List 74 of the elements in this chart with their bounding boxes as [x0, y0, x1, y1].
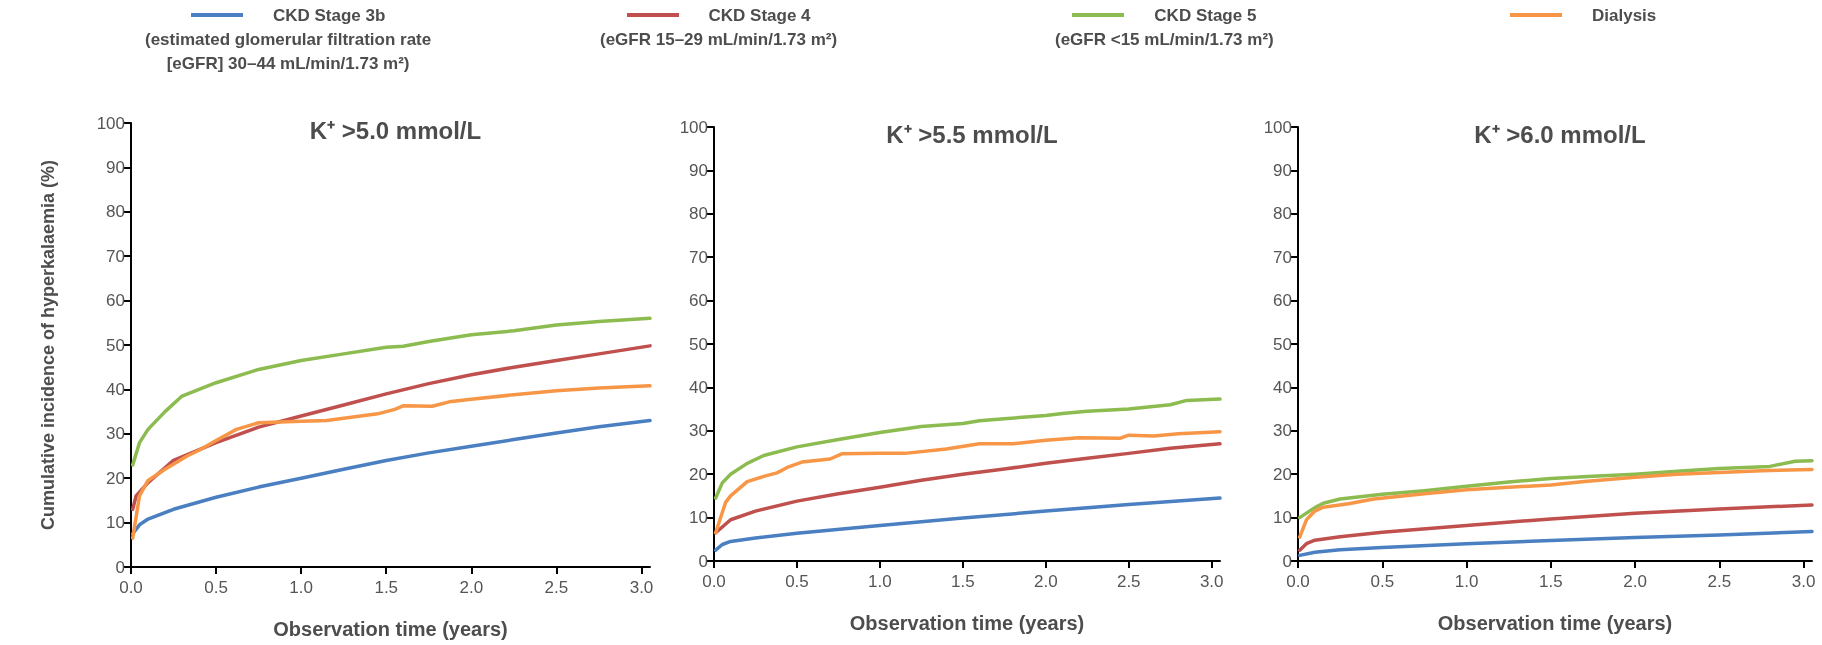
x-tick-label: 2.0 [1623, 572, 1647, 591]
y-tick-label: 10 [689, 508, 708, 528]
x-tick-label: 2.0 [459, 578, 484, 597]
x-tick-label: 2.5 [1116, 572, 1141, 591]
y-tick-label: 30 [106, 424, 125, 444]
x-tick-label: 1.5 [374, 578, 399, 597]
y-tick-label: 70 [689, 247, 708, 267]
line-series [1297, 467, 1814, 539]
x-tick-label: 3.0 [1791, 572, 1816, 591]
y-tick-label: 60 [1273, 291, 1292, 311]
y-tick-label: 10 [106, 513, 125, 533]
y-tick-label: 60 [689, 291, 708, 311]
y-tick-label: 100 [1263, 117, 1292, 137]
y-tick-label: 0 [115, 557, 125, 577]
y-tick-label: 80 [1273, 204, 1292, 224]
x-tick-label: 0.5 [1370, 572, 1395, 591]
y-tick-label: 90 [1273, 160, 1292, 180]
line-series [1297, 529, 1814, 558]
y-tick-label: 20 [106, 468, 125, 488]
y-tick-label: 0 [1282, 551, 1292, 571]
x-axis-title: Observation time (years) [273, 618, 508, 640]
line-series [713, 496, 1222, 552]
x-tick-label: 2.5 [1707, 572, 1732, 591]
x-tick-label: 1.0 [1454, 572, 1479, 591]
chart-title: K⁺ >5.5 mmol/L [886, 120, 1058, 148]
x-tick-label: 2.0 [1033, 572, 1058, 591]
x-tick-label: 0.5 [204, 578, 228, 597]
legend-label: Dialysis [1592, 5, 1657, 27]
x-tick-label: 0.5 [785, 572, 809, 591]
y-axis-title: Cumulative incidence of hyperkalaemia (%) [38, 159, 58, 531]
x-tick-label: 3.0 [1199, 572, 1224, 591]
y-tick-label: 50 [1273, 334, 1292, 354]
line-series [130, 316, 652, 467]
y-tick-label: 60 [106, 291, 125, 311]
x-tick-label: 0.0 [1286, 572, 1310, 591]
y-tick-label: 40 [1273, 377, 1292, 397]
y-tick-label: 100 [96, 113, 125, 133]
y-tick-label: 80 [689, 204, 708, 224]
x-tick-label: 1.5 [951, 572, 975, 591]
x-tick-label: 0.0 [702, 572, 726, 591]
legend-label: CKD Stage 5 (eGFR <15 mL/min/1.73 m²) [1055, 5, 1274, 51]
y-tick-label: 20 [1273, 464, 1292, 484]
y-tick-label: 70 [106, 246, 125, 266]
y-tick-label: 40 [106, 379, 125, 399]
y-tick-label: 0 [698, 551, 708, 571]
x-tick-label: 0.0 [119, 578, 143, 597]
line-series [713, 397, 1222, 500]
line-series [130, 384, 652, 540]
y-tick-label: 70 [1273, 247, 1292, 267]
y-tick-label: 50 [689, 334, 708, 354]
legend-label: CKD Stage 4 (eGFR 15–29 mL/min/1.73 m²) [600, 5, 838, 51]
x-tick-label: 2.5 [544, 578, 569, 597]
y-tick-label: 100 [679, 117, 708, 137]
y-tick-label: 30 [689, 421, 708, 441]
x-tick-label: 1.0 [868, 572, 892, 591]
x-axis-title: Observation time (years) [849, 612, 1085, 634]
line-series [1297, 459, 1814, 520]
chart-title: K⁺ >6.0 mmol/L [1474, 120, 1646, 148]
y-tick-label: 90 [689, 160, 708, 180]
y-tick-label: 50 [106, 335, 125, 355]
chart-title: K⁺ >5.0 mmol/L [309, 116, 482, 144]
y-tick-label: 10 [1273, 508, 1292, 528]
line-series [130, 418, 652, 536]
line-series [1297, 503, 1814, 552]
y-tick-label: 40 [689, 377, 708, 397]
y-tick-label: 30 [1273, 421, 1292, 441]
x-tick-label: 1.5 [1538, 572, 1563, 591]
y-tick-label: 20 [689, 464, 708, 484]
x-tick-label: 1.0 [289, 578, 313, 597]
y-tick-label: 90 [106, 157, 125, 177]
y-tick-label: 80 [106, 202, 125, 222]
x-tick-label: 3.0 [629, 578, 654, 597]
legend-label: CKD Stage 3b (estimated glomerular filtration rate [eGFR] 30–44 mL/min/1.73 m²) [145, 5, 432, 75]
x-axis-title: Observation time (years) [1437, 612, 1673, 634]
